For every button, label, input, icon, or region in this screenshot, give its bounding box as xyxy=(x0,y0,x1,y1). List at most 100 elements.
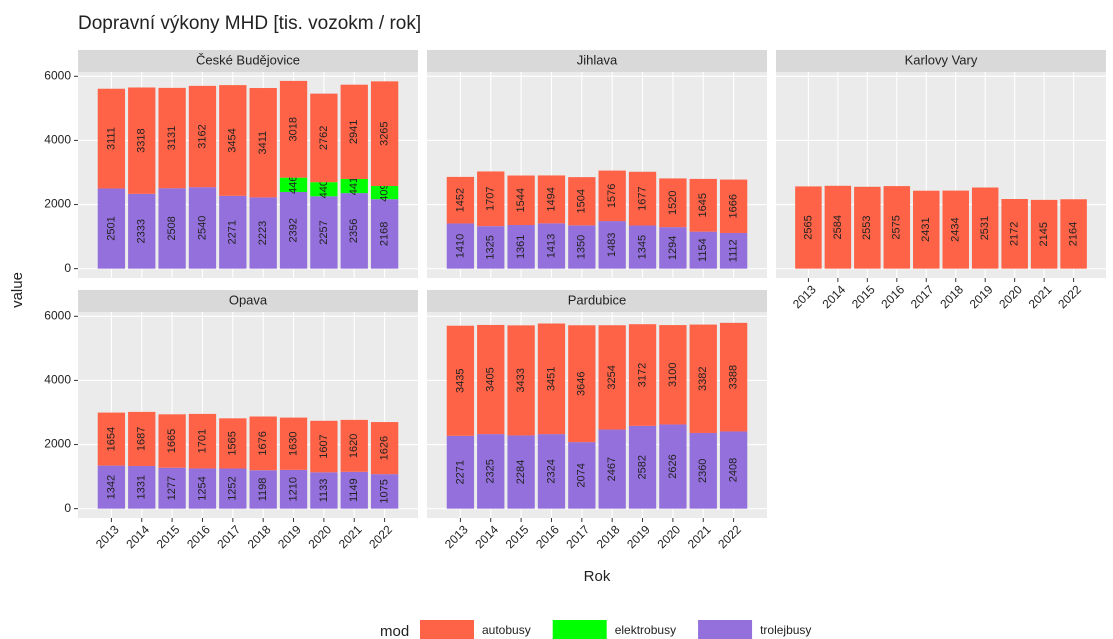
bar xyxy=(279,469,308,509)
bar xyxy=(446,223,475,269)
bar xyxy=(942,190,969,269)
x-tick-label: 2019 xyxy=(967,282,996,311)
bar xyxy=(1030,199,1058,269)
data-label: 3254 xyxy=(606,365,618,389)
data-label: 2508 xyxy=(166,216,178,240)
data-label: 3454 xyxy=(227,128,239,152)
bar xyxy=(537,323,566,435)
data-label: 1620 xyxy=(348,434,360,458)
bar xyxy=(310,182,338,197)
y-tick-label: 2000 xyxy=(44,197,71,211)
bar xyxy=(158,188,186,269)
bar xyxy=(628,324,657,426)
bar xyxy=(719,232,748,269)
data-label: 3172 xyxy=(636,363,648,387)
x-tick-label: 2016 xyxy=(533,522,562,551)
data-label: 2941 xyxy=(348,120,360,144)
bar xyxy=(158,414,186,468)
bar xyxy=(97,188,126,269)
data-label: 441 xyxy=(348,177,360,195)
x-tick-label: 2015 xyxy=(503,522,532,551)
data-label: 1331 xyxy=(136,475,148,499)
x-tick-label: 2017 xyxy=(563,522,592,551)
bar xyxy=(598,221,626,269)
data-label: 1687 xyxy=(136,427,148,451)
data-label: 1701 xyxy=(196,429,208,453)
bar xyxy=(913,190,940,269)
legend-swatch xyxy=(698,620,753,639)
x-tick-label: 2013 xyxy=(790,282,819,311)
bar xyxy=(507,435,535,509)
data-label: 2626 xyxy=(667,454,679,478)
data-label: 1565 xyxy=(227,431,239,455)
bar xyxy=(537,223,566,269)
bar xyxy=(568,442,596,509)
bar xyxy=(795,186,822,269)
bar xyxy=(219,195,247,269)
data-label: 1294 xyxy=(667,236,679,260)
bar xyxy=(97,465,126,509)
bar xyxy=(507,225,535,269)
data-label: 446 xyxy=(287,176,299,194)
data-label: 2501 xyxy=(105,216,117,240)
data-label: 2164 xyxy=(1067,222,1079,246)
data-label: 2540 xyxy=(196,216,208,240)
bar xyxy=(659,424,687,509)
bar xyxy=(128,87,156,194)
data-label: 1210 xyxy=(287,477,299,501)
bar xyxy=(188,413,217,469)
data-label: 1154 xyxy=(697,238,709,262)
data-label: 2145 xyxy=(1038,222,1050,246)
x-tick-label: 2020 xyxy=(996,282,1025,311)
data-label: 2408 xyxy=(728,458,740,482)
data-label: 3265 xyxy=(379,121,391,145)
bar xyxy=(507,325,535,436)
x-axis-label: Rok xyxy=(584,568,611,585)
bar xyxy=(659,227,687,269)
data-label: 2431 xyxy=(920,217,932,241)
data-label: 1350 xyxy=(576,235,588,259)
bar xyxy=(568,225,596,269)
facet-title: Jihlava xyxy=(577,52,618,67)
data-label: 3111 xyxy=(105,127,117,150)
x-tick-label: 2013 xyxy=(442,522,471,551)
strip xyxy=(427,290,767,312)
bar xyxy=(340,84,368,179)
bar xyxy=(628,425,657,509)
bar xyxy=(628,171,657,226)
facet-title: České Budějovice xyxy=(196,52,300,67)
data-label: 3435 xyxy=(454,369,466,393)
x-tick-label: 2020 xyxy=(654,522,683,551)
data-label: 1342 xyxy=(105,475,117,499)
x-tick-label: 2017 xyxy=(214,522,243,551)
y-tick-label: 4000 xyxy=(44,133,71,147)
bar xyxy=(370,474,399,509)
data-label: 1630 xyxy=(287,431,299,455)
legend-swatch xyxy=(420,620,474,639)
data-label: 3318 xyxy=(136,128,148,152)
data-label: 3382 xyxy=(697,367,709,391)
data-label: 1075 xyxy=(379,479,391,503)
bar xyxy=(340,178,368,194)
bar xyxy=(370,81,399,187)
y-tick-label: 0 xyxy=(64,501,71,515)
data-label: 2762 xyxy=(318,126,330,150)
bar xyxy=(128,193,156,269)
bar xyxy=(689,324,717,433)
x-tick-label: 2021 xyxy=(685,522,714,551)
data-label: 1494 xyxy=(545,187,557,211)
data-label: 440 xyxy=(318,180,330,198)
bar xyxy=(971,187,999,269)
bar xyxy=(854,186,881,269)
bar xyxy=(340,471,368,509)
bar xyxy=(249,197,277,269)
bar xyxy=(477,324,505,435)
bar xyxy=(310,472,338,509)
data-label: 1576 xyxy=(606,184,618,208)
data-label: 3388 xyxy=(728,365,740,389)
data-label: 1504 xyxy=(576,189,588,213)
bar xyxy=(219,418,247,469)
bar xyxy=(279,417,308,470)
data-label: 1654 xyxy=(105,427,117,451)
data-label: 3411 xyxy=(257,131,269,155)
